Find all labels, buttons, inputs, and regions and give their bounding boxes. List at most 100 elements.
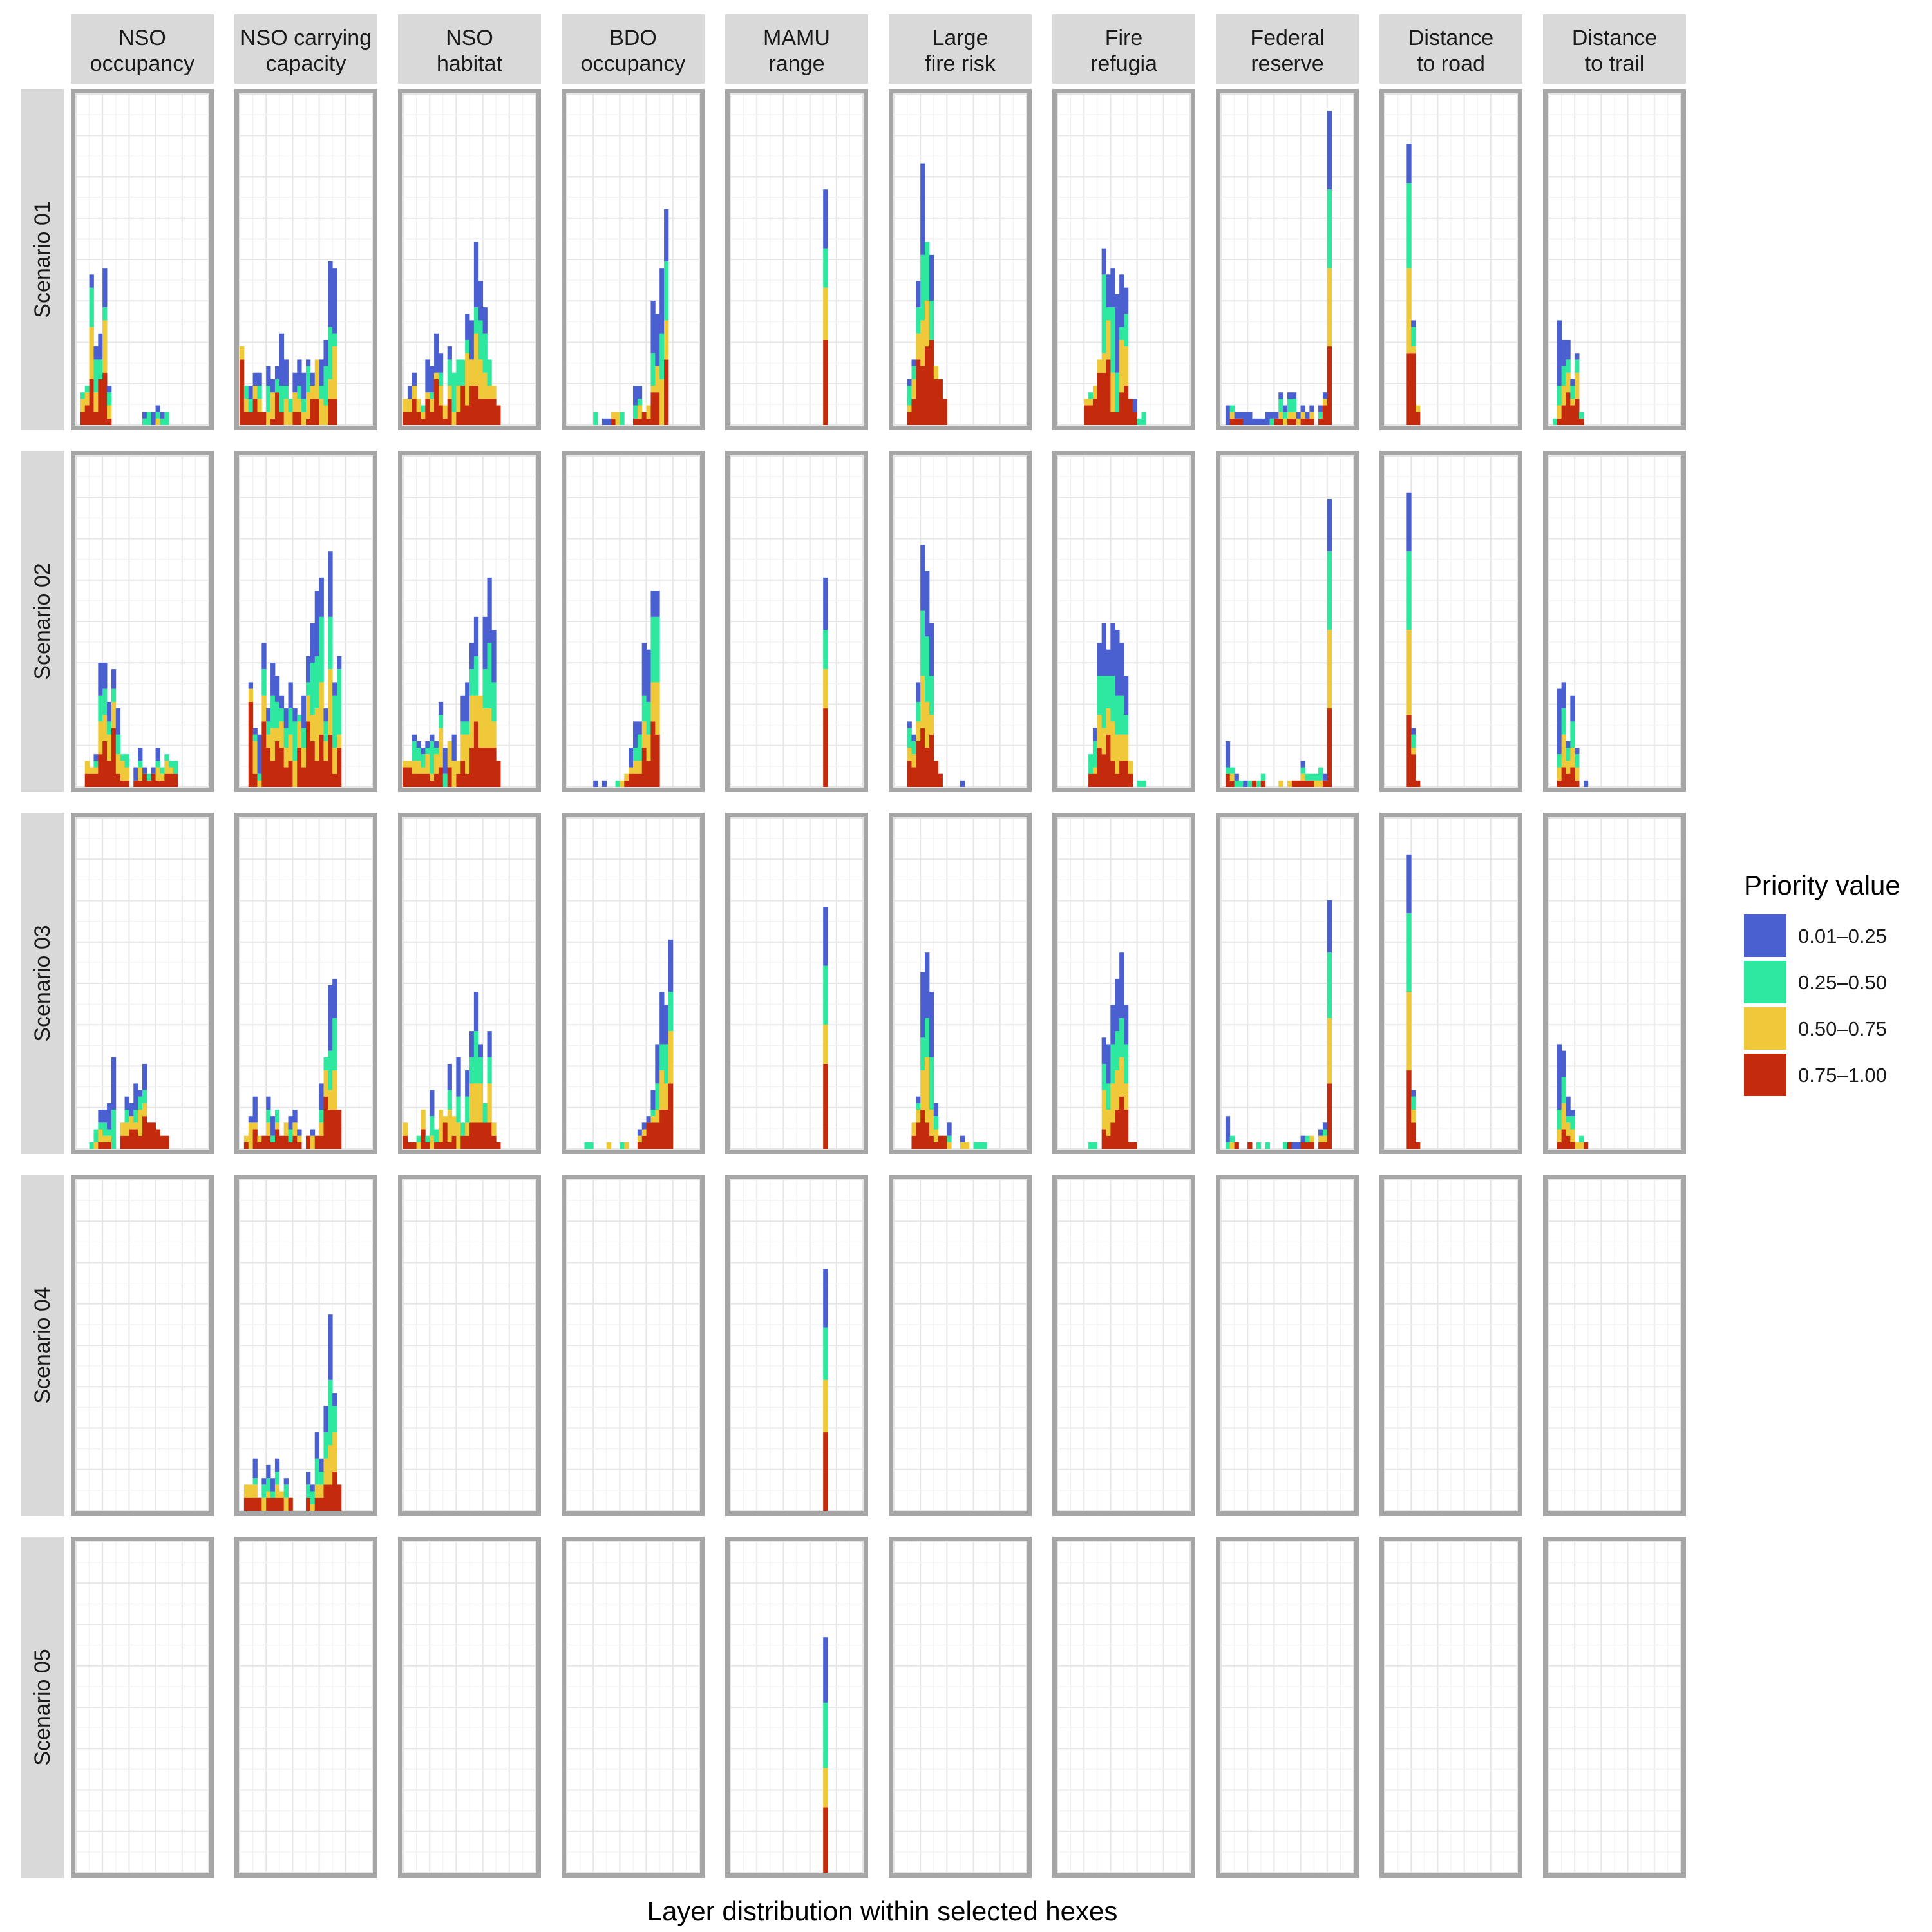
panel-scenario-05-bdo-occupancy-border [562,1537,705,1878]
bar-segment-0-75-1-00 [160,1135,165,1149]
bar-segment-0-25-0-50 [288,399,293,412]
bar-segment-0-25-0-50 [911,741,916,755]
bar-segment-0-01-0-25 [142,767,147,774]
bar-segment-0-50-0-75 [473,695,479,722]
bar-segment-0-01-0-25 [138,748,143,761]
col-strip-nso-carrying-capacity-label: NSO carrying [240,26,372,50]
bar-segment-0-75-1-00 [659,1110,665,1149]
bar-segment-0-50-0-75 [319,1484,324,1498]
panel-scenario-03-mamu-range-border [725,813,868,1154]
bar-segment-0-25-0-50 [487,1057,492,1084]
bar-segment-0-01-0-25 [1101,1037,1106,1064]
bar-segment-0-25-0-50 [473,1031,479,1084]
bar-segment-0-25-0-50 [1278,399,1283,412]
bar-segment-0-25-0-50 [274,701,280,728]
bar-segment-0-75-1-00 [243,412,249,425]
bar-segment-0-25-0-50 [1229,767,1235,774]
bar-segment-0-50-0-75 [1110,372,1115,412]
bar-segment-0-75-1-00 [469,386,475,425]
bar-segment-0-50-0-75 [1110,1083,1115,1123]
bar-segment-0-75-1-00 [465,773,470,787]
panel-scenario-04-federal-reserve [1216,1175,1359,1516]
bar-segment-0-25-0-50 [641,695,647,722]
col-strip-nso-habitat-label: habitat [437,52,503,76]
bar-segment-0-01-0-25 [655,591,660,617]
bar-segment-0-25-0-50 [169,761,174,768]
bar-segment-0-01-0-25 [1575,748,1580,755]
bar-segment-0-50-0-75 [1314,780,1319,787]
bar-segment-0-75-1-00 [1106,734,1111,787]
bar-segment-0-25-0-50 [1309,773,1314,781]
bar-segment-0-01-0-25 [920,545,925,611]
bar-segment-0-50-0-75 [1309,412,1314,419]
bar-segment-0-50-0-75 [620,780,625,787]
bar-segment-0-25-0-50 [637,734,643,761]
bar-segment-0-01-0-25 [314,591,319,656]
bar-segment-0-50-0-75 [138,767,143,781]
bar-segment-0-75-1-00 [306,418,311,425]
bar-segment-0-25-0-50 [301,728,307,748]
bar-segment-0-50-0-75 [142,1103,147,1117]
bar-segment-0-25-0-50 [328,327,333,379]
bar-segment-0-25-0-50 [111,688,117,702]
bar-segment-0-01-0-25 [1260,418,1266,425]
bar-segment-0-25-0-50 [823,1327,828,1380]
bar-segment-0-75-1-00 [337,748,342,787]
bar-segment-0-50-0-75 [920,1070,925,1110]
bar-segment-0-01-0-25 [633,721,638,748]
bar-segment-0-25-0-50 [1557,1110,1562,1130]
bar-segment-0-75-1-00 [911,1135,916,1149]
bar-segment-0-75-1-00 [1101,372,1106,425]
panel-scenario-01-fire-refugia [1052,89,1195,430]
bar-segment-0-01-0-25 [1110,268,1115,308]
bar-segment-0-25-0-50 [1234,780,1239,787]
bar-segment-0-50-0-75 [1575,1142,1580,1149]
bar-segment-0-75-1-00 [1252,780,1257,787]
bar-segment-0-50-0-75 [257,399,262,412]
bar-segment-0-50-0-75 [243,399,249,412]
bar-segment-0-25-0-50 [589,1142,594,1149]
panel-scenario-01-nso-occupancy-border [71,89,214,430]
bar-segment-0-75-1-00 [911,399,916,425]
bar-segment-0-50-0-75 [460,734,466,761]
bar-segment-0-75-1-00 [1119,392,1124,425]
bar-segment-0-01-0-25 [306,359,311,366]
bar-segment-0-75-1-00 [1300,1142,1305,1149]
bar-segment-0-75-1-00 [1296,780,1301,787]
bar-segment-0-50-0-75 [664,320,669,360]
panel-scenario-01-distance-to-road-border [1379,89,1522,430]
bar-segment-0-75-1-00 [301,767,307,787]
bar-segment-0-25-0-50 [173,761,178,774]
bar-segment-0-75-1-00 [1309,780,1314,787]
bar-segment-0-75-1-00 [1570,1142,1575,1149]
bar-segment-0-25-0-50 [107,392,112,406]
panel-scenario-01-federal-reserve [1216,89,1359,430]
bar-segment-0-01-0-25 [93,346,99,360]
bar-segment-0-25-0-50 [465,1096,470,1123]
bar-segment-0-75-1-00 [473,1122,479,1149]
bar-segment-0-01-0-25 [151,412,156,425]
bar-segment-0-50-0-75 [124,767,129,781]
bar-segment-0-50-0-75 [911,1122,916,1136]
bar-segment-0-25-0-50 [615,780,620,787]
bar-segment-0-25-0-50 [929,676,934,715]
bar-segment-0-75-1-00 [496,761,501,787]
bar-segment-0-01-0-25 [323,708,328,722]
bar-segment-0-75-1-00 [1561,767,1566,787]
bar-segment-0-50-0-75 [102,715,108,741]
bar-segment-0-50-0-75 [637,761,643,774]
col-strip-mamu-range-bg [725,14,868,84]
bar-segment-0-75-1-00 [1110,761,1115,787]
bar-segment-0-50-0-75 [451,761,457,787]
bar-segment-0-01-0-25 [1557,320,1562,386]
bar-segment-0-50-0-75 [469,695,475,748]
bar-segment-0-50-0-75 [925,300,930,347]
panel-scenario-02-large-fire-risk-border [889,451,1032,792]
bar-segment-0-75-1-00 [456,412,461,425]
bar-segment-0-25-0-50 [328,1050,333,1090]
bar-segment-0-50-0-75 [240,346,245,360]
row-strip-scenario-05-bg [21,1537,64,1878]
bar-segment-0-25-0-50 [1579,1135,1584,1142]
bar-segment-0-25-0-50 [1314,773,1319,781]
bar-segment-0-75-1-00 [1318,1142,1323,1149]
